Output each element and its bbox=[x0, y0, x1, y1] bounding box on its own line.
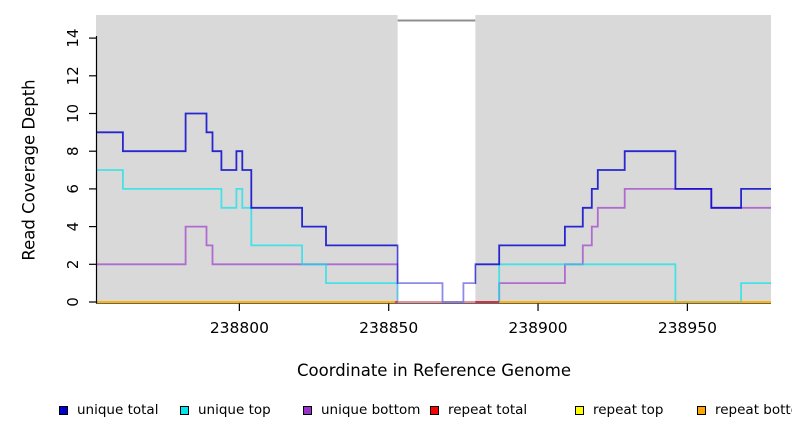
y-tick-label: 4 bbox=[64, 222, 82, 232]
x-tick-label: 238950 bbox=[658, 319, 717, 337]
y-tick-label: 6 bbox=[64, 184, 82, 194]
legend-label: unique total bbox=[77, 402, 159, 418]
legend-swatch-repeat-top bbox=[575, 405, 584, 415]
x-axis-title: Coordinate in Reference Genome bbox=[296, 361, 572, 380]
y-tick-label: 2 bbox=[64, 260, 82, 270]
x-tick-label: 238800 bbox=[210, 319, 269, 337]
y-tick-label: 0 bbox=[64, 297, 82, 307]
legend-swatch-unique-total bbox=[59, 405, 68, 415]
x-tick-label: 238900 bbox=[508, 319, 567, 337]
legend-item-repeat-top: repeat top bbox=[575, 401, 663, 419]
x-tick-label: 238850 bbox=[359, 319, 418, 337]
legend-label: repeat top bbox=[593, 402, 664, 418]
y-tick-label: 14 bbox=[64, 29, 82, 48]
y-tick-label: 8 bbox=[64, 146, 82, 156]
legend-swatch-repeat-total bbox=[430, 405, 439, 415]
legend-label: repeat bottom bbox=[715, 402, 792, 418]
line-unique-bottom bbox=[96, 188, 771, 303]
legend-swatch-repeat-bottom bbox=[697, 405, 706, 415]
y-tick-label: 12 bbox=[64, 66, 82, 85]
legend-item-unique-top: unique top bbox=[180, 401, 271, 419]
legend-swatch-unique-bottom bbox=[303, 405, 312, 415]
legend-label: repeat total bbox=[448, 402, 528, 418]
chart-legend: unique total unique top unique bottom repea… bbox=[0, 401, 792, 423]
legend-swatch-unique-top bbox=[180, 405, 189, 415]
legend-item-unique-bottom: unique bottom bbox=[303, 401, 420, 419]
y-axis-title: Read Coverage Depth bbox=[19, 79, 39, 261]
legend-item-repeat-total: repeat total bbox=[430, 401, 527, 419]
gap-band-overlay bbox=[397, 15, 476, 303]
legend-label: unique top bbox=[198, 402, 271, 418]
legend-label: unique bottom bbox=[321, 402, 421, 418]
legend-item-unique-total: unique total bbox=[59, 401, 158, 419]
gap-band bbox=[397, 15, 476, 303]
y-tick-label: 10 bbox=[64, 104, 82, 123]
line-unique-top bbox=[96, 169, 771, 303]
legend-item-repeat-bottom: repeat bottom bbox=[697, 401, 792, 419]
line-unique-total bbox=[96, 112, 771, 303]
